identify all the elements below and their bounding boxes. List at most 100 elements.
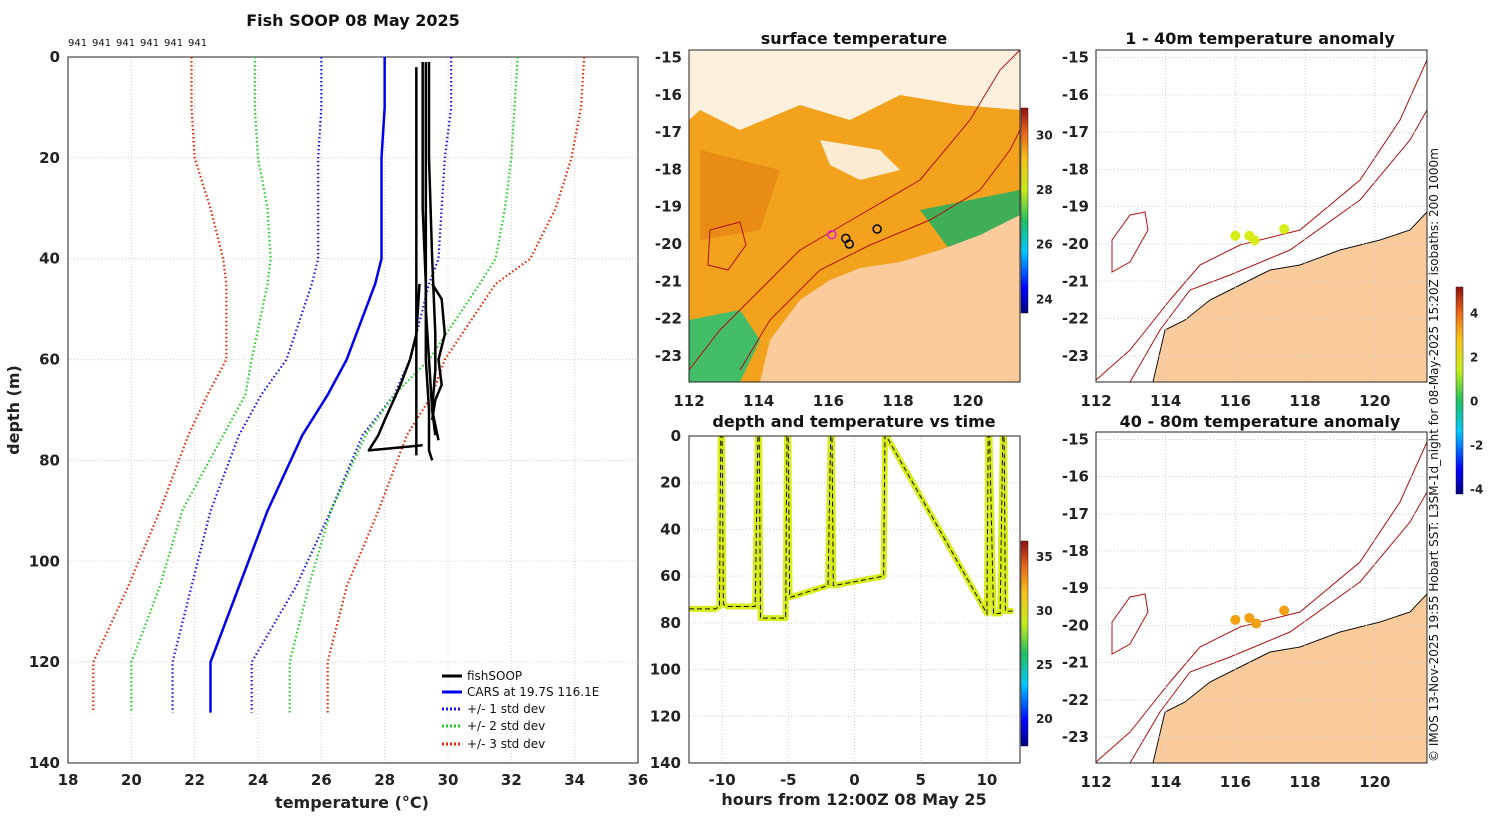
- fishsoop-cast: [430, 283, 447, 421]
- profile-ylabel: depth (m): [4, 365, 23, 455]
- sst-frame: [688, 49, 1021, 383]
- credit-text: © IMOS 13-Nov-2025 19:55 Hobart SST: L3S…: [1427, 148, 1441, 762]
- colorbar-tick-label: 30: [1036, 604, 1053, 618]
- y-tick-label: 40: [39, 250, 60, 268]
- series-line: [326, 56, 586, 713]
- x-tick-label: 116: [1220, 392, 1251, 410]
- y-tick-label: -15: [1062, 48, 1089, 66]
- x-tick-label: 114: [743, 392, 774, 410]
- y-tick-label: 80: [660, 614, 681, 632]
- x-tick-label: 114: [1150, 392, 1181, 410]
- y-tick-label: -17: [655, 123, 682, 141]
- colorbar-tick-label: 24: [1036, 292, 1053, 306]
- y-tick-label: -16: [655, 86, 682, 104]
- land: [1152, 211, 1427, 382]
- colorbar-tick-label: 25: [1036, 658, 1053, 672]
- isobath-1000: [1096, 441, 1427, 763]
- x-tick-label: 22: [184, 771, 205, 789]
- y-tick-label: 100: [29, 552, 60, 570]
- depth-time-track: [689, 436, 1014, 622]
- y-tick-label: 120: [29, 653, 60, 671]
- depth-time-frame: [688, 435, 1021, 764]
- sst-map-body: [689, 50, 1020, 382]
- y-tick-label: 20: [660, 474, 681, 492]
- legend-label: fishSOOP: [467, 669, 522, 683]
- y-tick-label: 40: [660, 520, 681, 538]
- x-tick-label: 112: [1080, 773, 1111, 791]
- sst-panel: surface temperature 112 114 116 118 120 -15-…: [655, 29, 1053, 410]
- x-tick-label: 34: [564, 771, 585, 789]
- colorbar-tick-label: 35: [1036, 550, 1053, 564]
- y-tick-label: -21: [1062, 272, 1089, 290]
- y-tick-label: 80: [39, 451, 60, 469]
- profile-y-ticks: 0 20 40 60 80 100 120 140: [29, 48, 60, 772]
- y-tick-label: -18: [1062, 160, 1089, 178]
- y-tick-label: -22: [1062, 310, 1089, 328]
- x-tick-label: 20: [121, 771, 142, 789]
- depth-time-x-ticks: -10 -5 0 5 10: [709, 771, 998, 789]
- y-tick-label: 0: [50, 48, 60, 66]
- cloud-mask: [820, 140, 900, 180]
- legend-label: CARS at 19.7S 116.1E: [467, 685, 599, 699]
- y-tick-label: -15: [1062, 430, 1089, 448]
- depth-time-y-ticks: 0 20 40 60 80 100 120 140: [650, 427, 681, 772]
- y-tick-label: -16: [1062, 468, 1089, 486]
- y-tick-label: -21: [1062, 654, 1089, 672]
- series-line: [171, 57, 323, 713]
- profile-frame: [67, 56, 639, 764]
- depth-time-xlabel: hours from 12:00Z 08 May 25: [721, 790, 986, 809]
- y-tick-label: -23: [1062, 728, 1089, 746]
- sst-colorbar-ticks: 24 26 28 30: [1036, 128, 1053, 306]
- x-tick-label: 18: [58, 771, 79, 789]
- y-tick-label: -19: [1062, 198, 1089, 216]
- colorbar-tick-label: 30: [1036, 128, 1053, 142]
- legend-label: +/- 1 std dev: [467, 702, 545, 716]
- anomaly-point: [1244, 612, 1255, 623]
- cast-id: 941: [92, 38, 111, 49]
- x-tick-label: 116: [1220, 773, 1251, 791]
- series-line: [250, 57, 453, 713]
- cloud-mask: [689, 50, 1020, 130]
- isobath-1000: [1096, 59, 1427, 381]
- y-tick-label: 100: [650, 661, 681, 679]
- y-tick-label: 60: [39, 351, 60, 369]
- colorbar-tick-label: 20: [1036, 712, 1053, 726]
- island-outline: [1111, 211, 1149, 273]
- anomaly-point: [1249, 235, 1260, 246]
- y-tick-label: -23: [655, 347, 682, 365]
- y-tick-label: -19: [1062, 579, 1089, 597]
- x-tick-label: 10: [976, 771, 997, 789]
- x-tick-label: 114: [1150, 773, 1181, 791]
- cast-id: 941: [116, 38, 135, 49]
- profile-grid: [68, 57, 638, 763]
- legend-label: +/- 3 std dev: [467, 737, 545, 751]
- x-tick-label: 118: [1289, 773, 1320, 791]
- profile-xlabel: temperature (°C): [275, 793, 429, 812]
- profile-series: [92, 56, 586, 713]
- anom-40-80-frame: [1095, 431, 1428, 764]
- x-tick-label: 0: [849, 771, 859, 789]
- x-tick-label: 30: [438, 771, 459, 789]
- x-tick-label: -10: [709, 771, 736, 789]
- sst-warm-patch: [700, 150, 780, 240]
- profile-top-ids: 941 941 941 941 941 941: [68, 38, 207, 49]
- anom-1-40-y-ticks: -15 -16 -17 -18 -19 -20 -21 -22 -23: [1062, 48, 1089, 364]
- sst-colorbar: [1020, 107, 1029, 314]
- isobath-200: [1129, 109, 1427, 382]
- series-line: [130, 57, 272, 713]
- anomaly-1-40-panel: 1 - 40m temperature anomaly 112 114 116 118…: [1062, 29, 1428, 410]
- y-tick-label: -22: [655, 310, 682, 328]
- profile-x-ticks: 18 20 22 24 26 28 30 32 34 36: [58, 771, 649, 789]
- isobath-1000: [689, 50, 1020, 371]
- station-marker: [827, 229, 837, 240]
- colorbar-tick-label: 2: [1470, 350, 1478, 364]
- anomaly-point: [1251, 618, 1262, 629]
- profile-casts: [367, 62, 447, 461]
- colorbar-tick-label: 26: [1036, 238, 1053, 252]
- station-marker: [872, 224, 882, 234]
- x-tick-label: 120: [1359, 773, 1390, 791]
- anomaly-point: [1230, 230, 1241, 241]
- y-tick-label: -21: [655, 272, 682, 290]
- depth-time-grid: [689, 436, 1020, 763]
- anom-1-40-frame: [1095, 49, 1428, 383]
